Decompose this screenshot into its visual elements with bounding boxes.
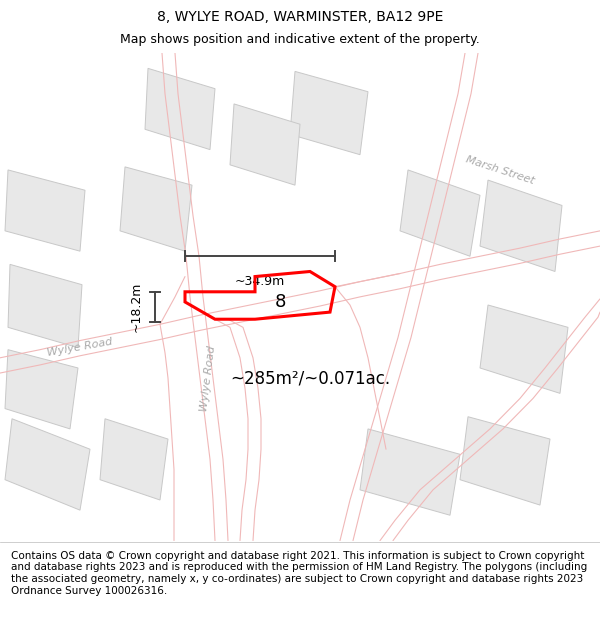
Polygon shape (5, 350, 78, 429)
Text: Map shows position and indicative extent of the property.: Map shows position and indicative extent… (120, 33, 480, 46)
Polygon shape (100, 419, 168, 500)
Polygon shape (8, 264, 82, 348)
Polygon shape (5, 170, 85, 251)
Polygon shape (400, 170, 480, 256)
Text: 8, WYLYE ROAD, WARMINSTER, BA12 9PE: 8, WYLYE ROAD, WARMINSTER, BA12 9PE (157, 9, 443, 24)
Text: ~18.2m: ~18.2m (130, 282, 143, 332)
Polygon shape (120, 167, 192, 251)
Polygon shape (145, 68, 215, 149)
Polygon shape (230, 104, 300, 185)
Polygon shape (360, 429, 460, 515)
Polygon shape (480, 180, 562, 271)
Polygon shape (460, 417, 550, 505)
Polygon shape (290, 71, 368, 154)
Text: ~34.9m: ~34.9m (235, 274, 285, 288)
Text: Wylye Road: Wylye Road (199, 344, 217, 412)
Polygon shape (480, 305, 568, 393)
Text: Wylye Road: Wylye Road (47, 337, 113, 358)
Polygon shape (5, 419, 90, 510)
Text: Marsh Street: Marsh Street (464, 154, 536, 186)
Text: ~285m²/~0.071ac.: ~285m²/~0.071ac. (230, 369, 390, 387)
Text: 8: 8 (274, 293, 286, 311)
Text: Contains OS data © Crown copyright and database right 2021. This information is : Contains OS data © Crown copyright and d… (11, 551, 587, 596)
